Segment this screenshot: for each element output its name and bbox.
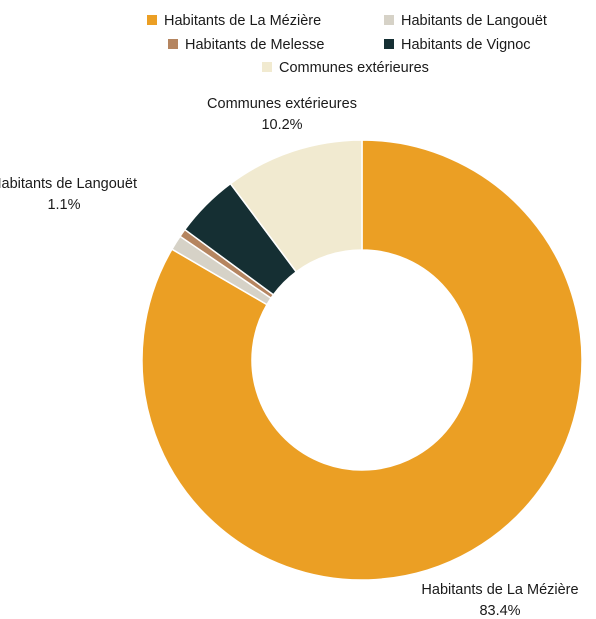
legend-label: Habitants de Melesse (185, 37, 324, 53)
data-label-communes-exterieures: Communes extérieures 10.2% (207, 96, 357, 133)
slice-habitants-de-la-meziere[interactable] (141, 139, 583, 581)
donut-slices (141, 139, 583, 581)
data-label-name: Habitants de Langouët (0, 176, 137, 192)
legend-swatch (384, 15, 394, 25)
legend-label: Communes extérieures (279, 60, 429, 76)
legend-label: Habitants de Vignoc (401, 37, 531, 53)
data-label-name: Habitants de La Mézière (421, 582, 578, 598)
chart-legend: Habitants de La Mézière Habitants de Lang… (147, 13, 547, 76)
data-label-value: 83.4% (479, 603, 520, 619)
legend-swatch (147, 15, 157, 25)
data-label-habitants-de-langouet: Habitants de Langouët 1.1% (0, 176, 137, 213)
legend-swatch (384, 39, 394, 49)
data-label-habitants-de-la-meziere: Habitants de La Mézière 83.4% (421, 582, 578, 619)
legend-label: Habitants de La Mézière (164, 13, 321, 29)
data-label-name: Communes extérieures (207, 96, 357, 112)
data-label-value: 1.1% (47, 197, 80, 213)
legend-item-habitants-de-langouet[interactable]: Habitants de Langouët (384, 13, 547, 29)
legend-item-communes-exterieures[interactable]: Communes extérieures (262, 60, 429, 76)
legend-swatch (168, 39, 178, 49)
legend-label: Habitants de Langouët (401, 13, 547, 29)
legend-item-habitants-de-la-meziere[interactable]: Habitants de La Mézière (147, 13, 321, 29)
legend-item-habitants-de-vignoc[interactable]: Habitants de Vignoc (384, 37, 531, 53)
slice-communes-exterieures[interactable] (229, 139, 363, 273)
legend-item-habitants-de-melesse[interactable]: Habitants de Melesse (168, 37, 324, 53)
data-label-value: 10.2% (261, 117, 302, 133)
legend-swatch (262, 62, 272, 72)
